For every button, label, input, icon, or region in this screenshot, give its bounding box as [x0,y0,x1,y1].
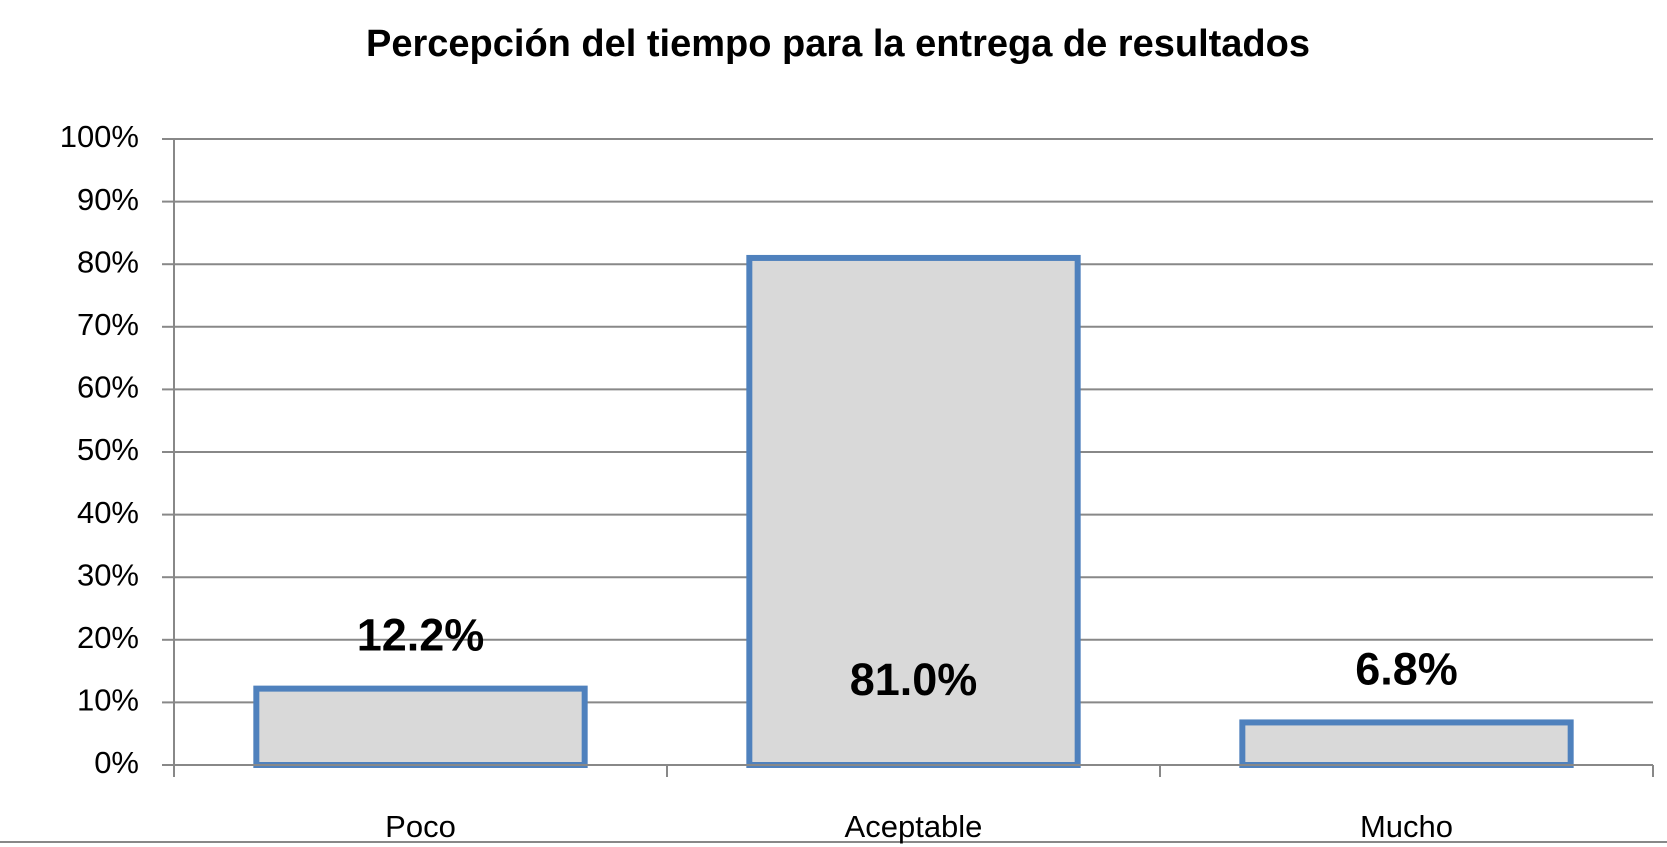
bar [253,685,588,768]
y-tick-label: 40% [77,495,139,530]
y-tick-label: 20% [77,620,139,655]
y-tick-label: 50% [77,432,139,467]
y-tick-label: 30% [77,557,139,592]
y-tick-label: 60% [77,370,139,405]
y-tick-label: 10% [77,683,139,718]
y-tick-label: 0% [94,745,139,780]
bar [746,254,1081,768]
y-tick-label: 90% [77,182,139,217]
value-label: 6.8% [1355,643,1458,694]
y-tick-label: 70% [77,307,139,342]
x-tick-label: Aceptable [845,809,983,844]
y-tick-label: 80% [77,244,139,279]
value-label: 81.0% [850,654,978,705]
x-tick-label: Poco [385,809,456,844]
x-tick-label: Mucho [1360,809,1453,844]
bar [1239,719,1574,769]
value-label: 12.2% [357,610,485,661]
chart-title: Percepción del tiempo para la entrega de… [366,23,1310,65]
y-tick-label: 100% [60,119,139,154]
